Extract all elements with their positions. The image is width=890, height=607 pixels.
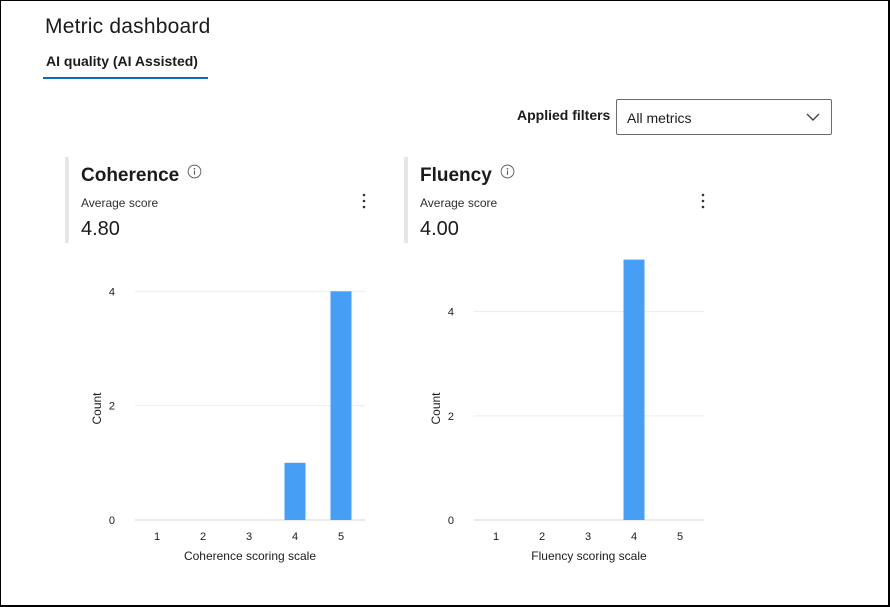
x-tick-label: 1 [493, 531, 499, 543]
x-tick-label: 4 [292, 531, 298, 543]
histogram-bar[interactable] [623, 259, 645, 520]
more-options-icon[interactable] [356, 191, 372, 211]
y-tick-label: 4 [448, 307, 454, 319]
chevron-down-icon [806, 113, 820, 121]
metric-card-coherence: Coherence Average score 4.80 0 2 4 1 2 3 4 5 Coh… [65, 157, 395, 587]
info-icon[interactable] [187, 164, 202, 179]
y-tick-label: 0 [109, 515, 115, 527]
x-tick-label: 3 [585, 531, 591, 543]
metric-card-fluency: Fluency Average score 4.00 0 2 4 1 2 3 4 5 Fluen… [404, 157, 734, 587]
coherence-histogram: 0 2 4 1 2 3 4 5 Coherence scoring scale Count [65, 247, 395, 577]
histogram-bar[interactable] [330, 291, 352, 520]
y-axis-title: Count [90, 392, 104, 425]
fluency-histogram: 0 2 4 1 2 3 4 5 Fluency scoring scale Count [404, 247, 734, 577]
card-subtitle: Average score [420, 196, 498, 210]
x-tick-label: 5 [338, 531, 344, 543]
y-tick-label: 2 [109, 401, 115, 413]
y-tick-label: 0 [448, 515, 454, 527]
x-tick-label: 2 [200, 531, 206, 543]
tab-ai-quality[interactable]: AI quality (AI Assisted) [46, 53, 198, 69]
coherence-chart-svg: 0 2 4 1 2 3 4 5 Coherence scoring scale Count [90, 286, 365, 563]
x-tick-label: 3 [246, 531, 252, 543]
x-tick-label: 1 [154, 531, 160, 543]
histogram-bar[interactable] [284, 462, 306, 520]
y-tick-label: 4 [109, 286, 115, 298]
applied-filters-label: Applied filters [517, 107, 611, 123]
card-title: Coherence [81, 165, 180, 186]
card-accent-bar [65, 157, 69, 243]
card-title: Fluency [420, 165, 492, 186]
x-tick-label: 2 [539, 531, 545, 543]
tab-selected-indicator [43, 77, 208, 79]
page-title: Metric dashboard [45, 15, 211, 38]
x-axis-title: Coherence scoring scale [184, 549, 316, 563]
card-average-score: 4.80 [81, 218, 120, 240]
card-subtitle: Average score [81, 196, 159, 210]
more-options-icon[interactable] [695, 191, 711, 211]
applied-filters-dropdown[interactable]: All metrics [616, 99, 832, 135]
y-tick-label: 2 [448, 411, 454, 423]
info-icon[interactable] [500, 164, 515, 179]
x-tick-label: 4 [631, 531, 637, 543]
fluency-chart-svg: 0 2 4 1 2 3 4 5 Fluency scoring scale Count [429, 259, 704, 563]
x-tick-label: 5 [677, 531, 683, 543]
y-axis-title: Count [429, 392, 443, 425]
card-accent-bar [404, 157, 408, 243]
applied-filters-value: All metrics [627, 110, 692, 126]
card-average-score: 4.00 [420, 218, 459, 240]
x-axis-title: Fluency scoring scale [531, 549, 647, 563]
